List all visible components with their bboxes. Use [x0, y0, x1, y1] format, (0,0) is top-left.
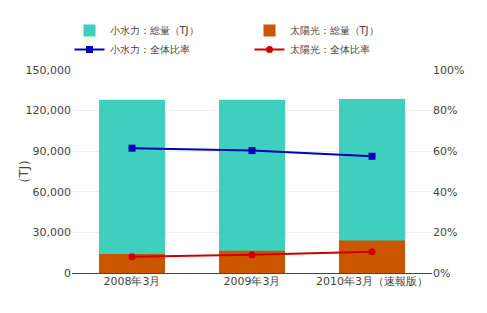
svg-text:30,000: 30,000 [33, 226, 72, 239]
svg-text:小水力：総量（TJ）: 小水力：総量（TJ） [110, 25, 199, 36]
svg-text:太陽光：総量（TJ）: 太陽光：総量（TJ） [290, 25, 379, 36]
svg-text:0%: 0% [433, 267, 450, 280]
svg-text:100%: 100% [433, 64, 464, 77]
svg-text:90,000: 90,000 [33, 145, 72, 158]
svg-text:60,000: 60,000 [33, 186, 72, 199]
svg-text:（TJ）: （TJ） [16, 153, 31, 191]
svg-text:60%: 60% [433, 145, 457, 158]
svg-text:太陽光：全体比率: 太陽光：全体比率 [290, 44, 370, 55]
svg-text:20%: 20% [433, 226, 457, 239]
svg-text:120,000: 120,000 [26, 104, 72, 117]
svg-text:80%: 80% [433, 104, 457, 117]
svg-text:0: 0 [64, 267, 71, 280]
svg-text:2010年3月（速報版）: 2010年3月（速報版） [316, 275, 428, 288]
svg-text:2008年3月: 2008年3月 [104, 275, 161, 288]
svg-text:小水力：全体比率: 小水力：全体比率 [110, 44, 190, 55]
svg-text:40%: 40% [433, 186, 457, 199]
svg-text:150,000: 150,000 [26, 64, 72, 77]
svg-text:2009年3月: 2009年3月 [224, 275, 281, 288]
